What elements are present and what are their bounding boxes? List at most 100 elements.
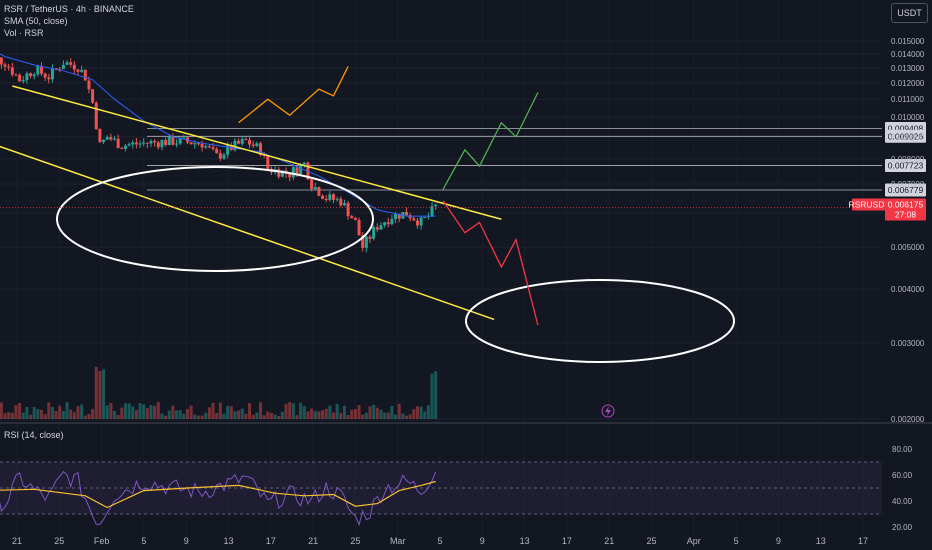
- candle-body: [430, 206, 434, 216]
- sma-legend[interactable]: SMA (50, close): [4, 16, 68, 26]
- price-tick-label: 0.012000: [891, 79, 925, 88]
- volume-bar: [248, 403, 252, 419]
- volume-bar: [69, 409, 73, 419]
- candle-body: [321, 195, 325, 199]
- candle-body: [131, 142, 135, 145]
- candle-body: [40, 66, 43, 74]
- candle-body: [412, 218, 416, 221]
- volume-bar: [83, 415, 87, 419]
- candle-body: [138, 143, 142, 145]
- volume-bar: [14, 405, 18, 419]
- trendline: [12, 85, 502, 220]
- date-tick-label: Mar: [390, 536, 406, 546]
- date-axis[interactable]: 21 25 Feb 5 9 13 17 21 25 Mar 5 9 13 17 21 25 Apr 5 9 13 17: [12, 536, 868, 546]
- volume-bar: [259, 402, 262, 419]
- volume-bar: [40, 409, 43, 419]
- candle-body: [226, 145, 230, 155]
- candle-body: [171, 136, 175, 145]
- level-label-box: [885, 159, 926, 173]
- date-tick-label: 5: [141, 536, 146, 546]
- volume-bar: [200, 415, 204, 419]
- candle-body: [302, 162, 306, 165]
- volume-bar: [43, 414, 47, 419]
- volume-bar: [54, 410, 58, 419]
- candle-body: [405, 211, 408, 216]
- volume-bar: [310, 408, 314, 419]
- volume-bar: [313, 411, 317, 419]
- price-badge-value: 0.006175: [888, 200, 924, 210]
- candle-body: [408, 215, 412, 219]
- volume-bar: [394, 414, 398, 419]
- candle-body: [353, 218, 357, 221]
- candle-body: [120, 148, 124, 150]
- candle-body: [310, 179, 314, 190]
- rsi-tick-label: 20.00: [892, 523, 913, 532]
- volume-bar: [321, 410, 325, 419]
- candle-body: [383, 222, 387, 226]
- volume-bar: [211, 402, 215, 419]
- candle-body: [255, 143, 259, 146]
- sma-line: [0, 53, 436, 217]
- candle-body: [364, 236, 368, 248]
- volume-bar: [204, 412, 208, 419]
- rsi-line: [0, 470, 437, 527]
- candle-body: [189, 142, 193, 145]
- candle-body: [36, 66, 40, 75]
- date-tick-label: 17: [562, 536, 572, 546]
- price-tick-label: 0.010000: [891, 113, 925, 122]
- candle-body: [390, 218, 394, 225]
- trendlines: [0, 85, 502, 321]
- candle-body: [105, 137, 109, 140]
- volume-bar: [3, 413, 7, 419]
- candle-body: [87, 80, 91, 90]
- volume-bar: [109, 402, 113, 419]
- candle-body: [375, 227, 379, 230]
- volume-bar: [419, 406, 423, 419]
- candle-body: [211, 147, 215, 149]
- volume-legend[interactable]: Vol · RSR: [4, 28, 44, 38]
- volume-bar: [218, 402, 222, 419]
- volume-bar: [317, 411, 321, 419]
- volume-bar: [164, 415, 168, 419]
- volume-bar: [372, 404, 376, 419]
- candle-body: [200, 143, 204, 148]
- candle-body: [65, 62, 69, 65]
- rsi-tick-label: 40.00: [892, 497, 913, 506]
- candle-body: [72, 64, 76, 70]
- candle-body: [21, 80, 25, 82]
- candle-body: [423, 216, 427, 218]
- price-tick-label: 0.015000: [891, 37, 925, 46]
- candle-body: [160, 140, 164, 148]
- candle-body: [10, 67, 14, 75]
- candle-body: [175, 143, 179, 145]
- volume-bar: [397, 403, 401, 419]
- candle-body: [83, 69, 87, 81]
- candle-body: [291, 167, 295, 178]
- candle-body: [280, 170, 284, 177]
- rsi-legend[interactable]: RSI (14, close): [4, 430, 64, 440]
- volume-bar: [237, 410, 241, 419]
- volume-bar: [186, 408, 189, 419]
- volume-bar: [434, 371, 438, 419]
- candle-body: [368, 236, 372, 239]
- volume-bar: [160, 413, 164, 419]
- price-tick-label: 0.007000: [891, 180, 925, 189]
- volume-bar: [138, 403, 142, 419]
- volume-bar: [76, 406, 80, 419]
- volume-bar: [233, 411, 237, 419]
- volume-bar: [379, 409, 383, 419]
- volume-bar: [357, 404, 361, 419]
- symbol-legend[interactable]: RSR / TetherUS · 4h · BINANCE: [4, 4, 134, 14]
- date-tick-label: 25: [54, 536, 64, 546]
- currency-selector[interactable]: USDT: [891, 3, 928, 23]
- lightning-icon[interactable]: [601, 404, 615, 418]
- candle-body: [324, 198, 328, 201]
- candle-body: [18, 74, 22, 82]
- volume-bar: [273, 414, 277, 419]
- candle-body: [266, 155, 270, 169]
- volume-bar: [156, 402, 160, 419]
- volume-bar: [65, 402, 69, 419]
- volume-bar: [342, 405, 346, 419]
